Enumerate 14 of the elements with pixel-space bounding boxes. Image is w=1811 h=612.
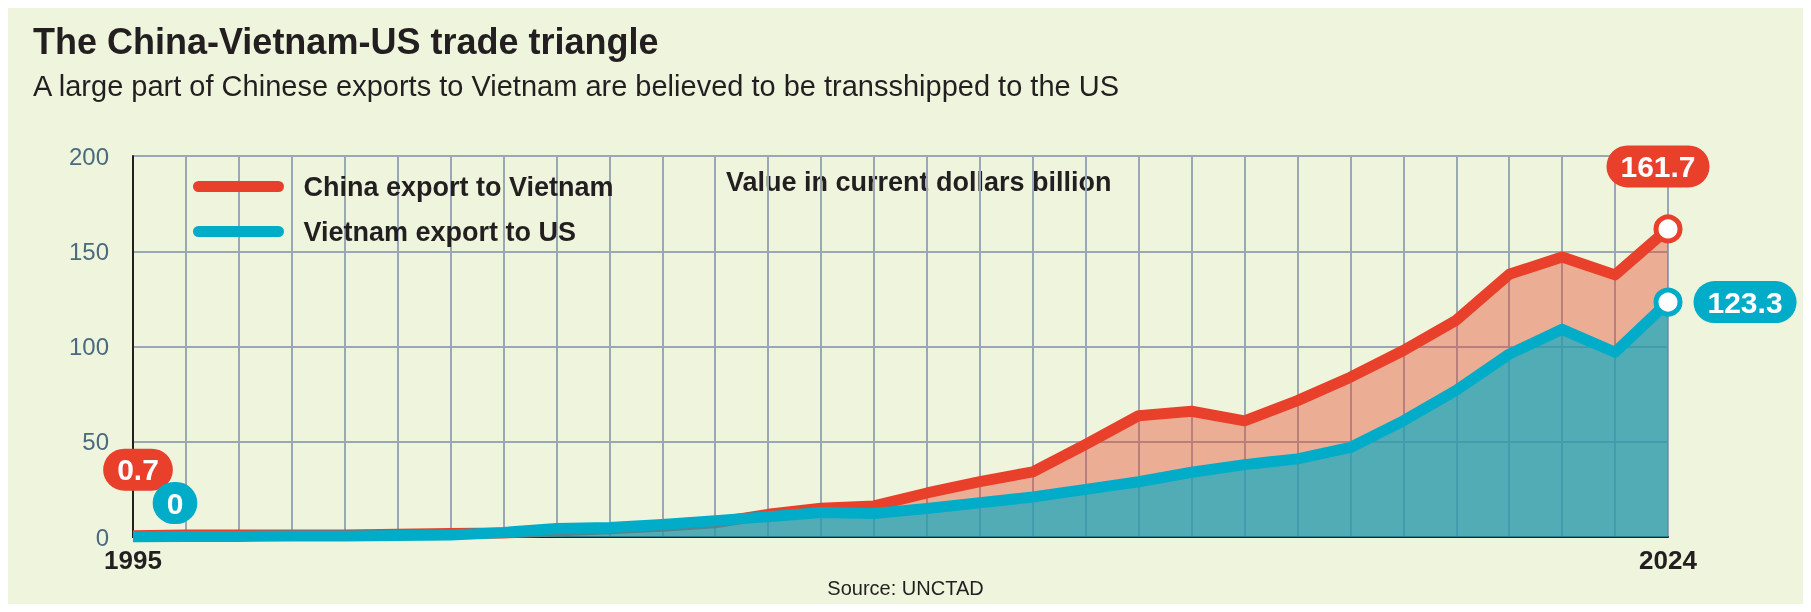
- data-label: 123.3: [1707, 285, 1783, 319]
- legend-label: Vietnam export to US: [303, 216, 577, 247]
- y-tick-label: 150: [68, 237, 109, 265]
- y-tick-label: 200: [68, 142, 109, 170]
- y-tick-label: 100: [68, 333, 109, 360]
- y-tick-label: 50: [82, 428, 109, 456]
- x-tick-label: 2024: [1639, 545, 1698, 575]
- data-label: 161.7: [1620, 149, 1696, 183]
- chart-subtitle: A large part of Chinese exports to Vietnam are believed to be transshipped to the US: [33, 69, 1120, 102]
- chart-title: The China-Vietnam-US trade triangle: [33, 20, 659, 62]
- source-note: Source: UNCTAD: [827, 577, 984, 599]
- data-label: 0.7: [117, 453, 159, 487]
- legend-label: China export to Vietnam: [303, 171, 614, 202]
- data-label: 0: [166, 486, 184, 520]
